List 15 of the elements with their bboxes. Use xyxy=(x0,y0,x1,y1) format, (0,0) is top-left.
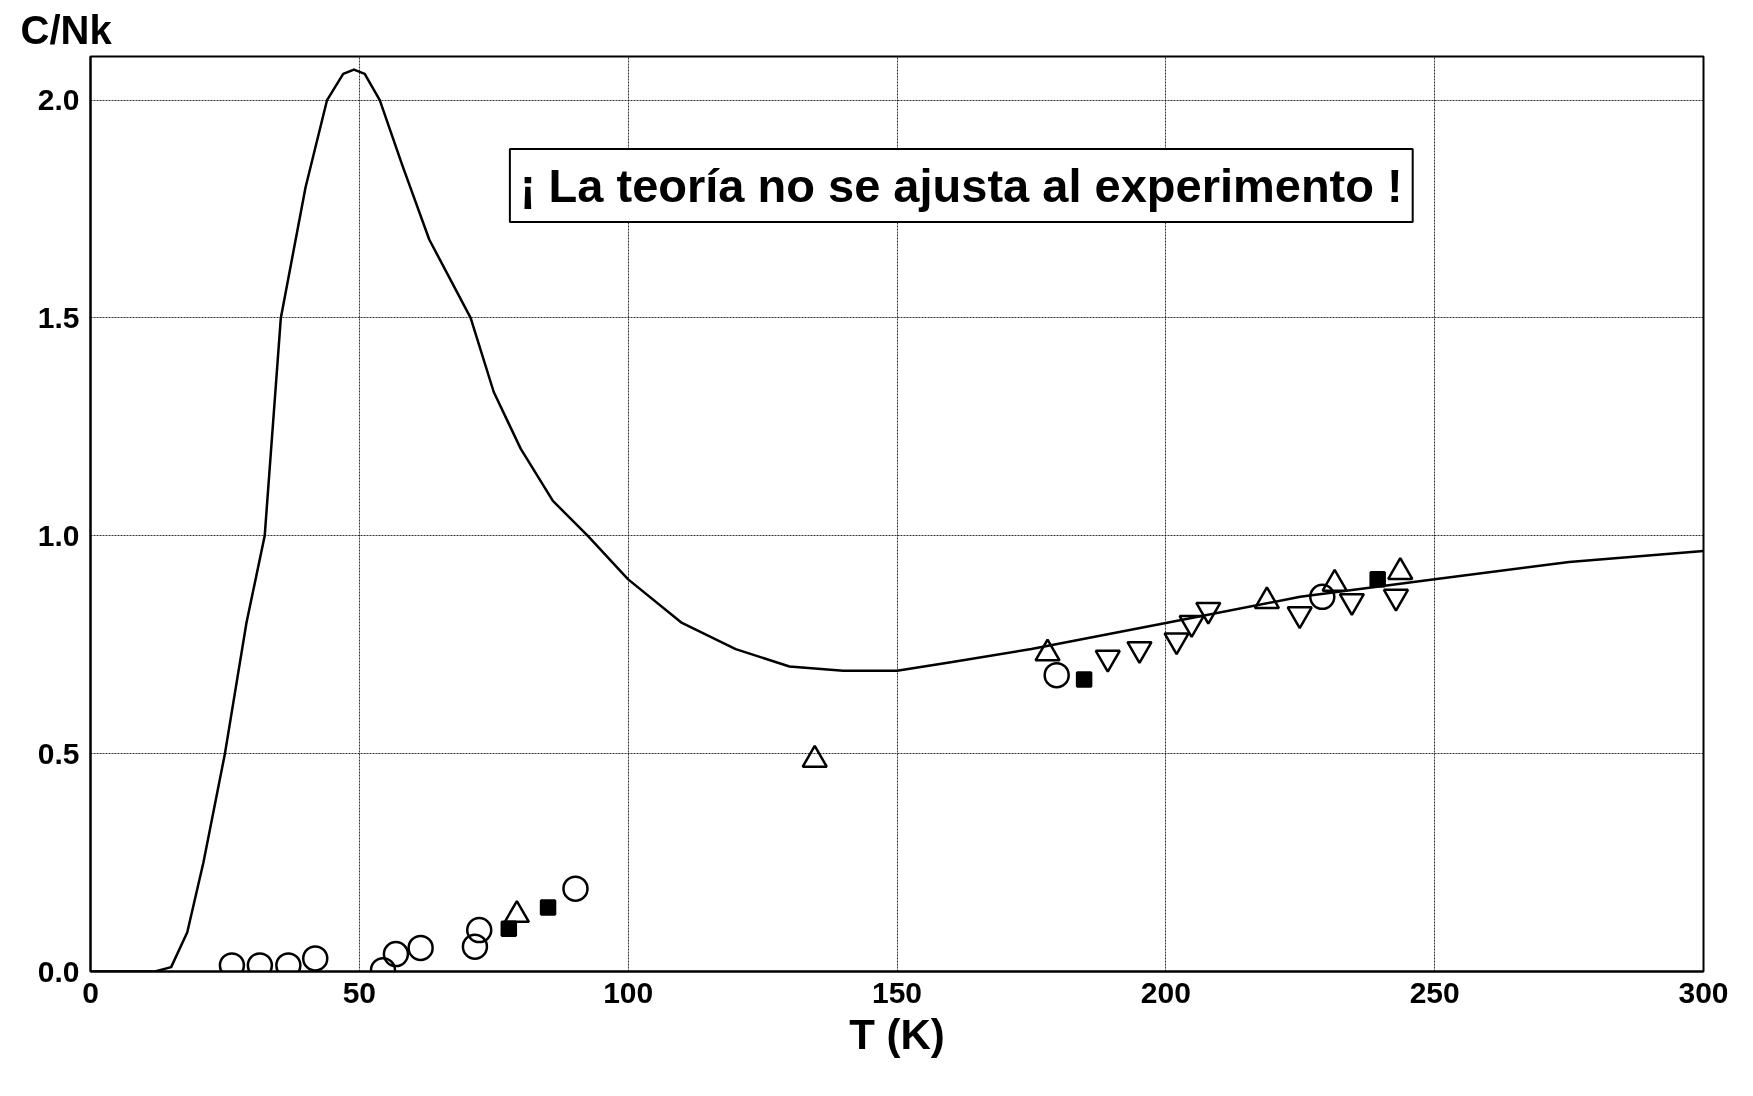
x-tick-label: 250 xyxy=(1409,975,1460,1009)
y-tick-label: 0.5 xyxy=(37,736,80,770)
annotation: ¡ La teoría no se ajusta al experimento ! xyxy=(519,159,1403,213)
x-tick-label: 300 xyxy=(1678,975,1729,1009)
x-tick-label: 150 xyxy=(871,975,923,1009)
x-tick-label: 200 xyxy=(1140,975,1191,1009)
y-tick-label: 1.0 xyxy=(37,518,80,552)
x-tick-label: 100 xyxy=(603,975,654,1009)
y-tick-label: 1.5 xyxy=(37,300,80,334)
x-axis-title: T (K) xyxy=(849,1010,945,1058)
x-tick-label: 50 xyxy=(342,975,377,1009)
y-tick-label: 0.0 xyxy=(37,954,80,988)
x-tick-label: 0 xyxy=(82,975,99,1009)
y-axis-title: C/Nk xyxy=(20,7,113,52)
y-tick-label: 2.0 xyxy=(37,83,80,117)
